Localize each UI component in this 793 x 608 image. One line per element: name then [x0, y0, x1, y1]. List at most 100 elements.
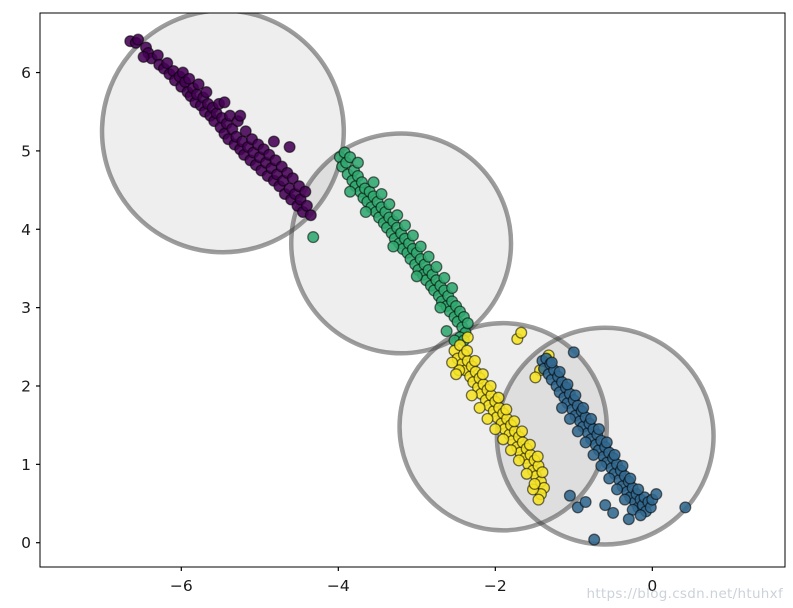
- data-point: [585, 412, 598, 425]
- data-point: [545, 356, 558, 369]
- data-point: [430, 260, 443, 273]
- data-point: [359, 205, 372, 219]
- data-point: [610, 483, 624, 496]
- data-point: [592, 423, 605, 436]
- data-point: [622, 513, 635, 526]
- data-point: [351, 156, 364, 169]
- data-point: [569, 389, 582, 402]
- data-point: [608, 448, 621, 461]
- x-tick-label: −2: [484, 577, 507, 595]
- data-point: [440, 325, 453, 338]
- data-point: [618, 493, 631, 506]
- y-tick-label: 0: [21, 534, 31, 552]
- data-point: [161, 57, 174, 70]
- data-point: [299, 185, 312, 198]
- data-point: [283, 140, 296, 154]
- data-point: [599, 499, 612, 512]
- data-point: [600, 436, 613, 449]
- data-point: [523, 438, 536, 451]
- data-point: [200, 86, 213, 99]
- data-point: [531, 450, 544, 463]
- y-tick-label: 1: [21, 456, 31, 474]
- data-point: [624, 472, 637, 485]
- cluster-purple-points: [124, 33, 317, 222]
- x-tick-label: 0: [647, 577, 657, 595]
- data-point: [515, 326, 528, 339]
- data-point: [504, 444, 518, 457]
- data-point: [563, 412, 576, 425]
- data-point: [587, 448, 600, 461]
- data-point: [508, 415, 521, 428]
- data-point: [476, 368, 489, 381]
- data-point: [567, 346, 580, 359]
- data-point: [577, 401, 590, 414]
- data-point: [387, 240, 400, 253]
- data-point: [267, 135, 280, 148]
- data-point: [239, 125, 252, 138]
- data-point: [484, 379, 497, 393]
- data-point: [563, 489, 576, 502]
- data-point: [137, 50, 150, 63]
- data-point: [286, 172, 299, 185]
- data-point: [607, 506, 620, 519]
- data-point: [307, 231, 320, 244]
- data-point: [422, 250, 435, 263]
- y-tick-label: 6: [21, 64, 31, 82]
- data-point: [461, 331, 474, 344]
- data-point: [515, 425, 529, 438]
- data-point: [632, 483, 645, 496]
- data-point: [446, 281, 459, 295]
- data-point: [520, 467, 533, 480]
- data-point: [512, 454, 525, 467]
- data-point: [218, 96, 231, 109]
- data-point: [406, 229, 419, 242]
- data-point: [497, 433, 510, 446]
- data-point: [679, 501, 692, 514]
- data-point: [500, 403, 513, 416]
- data-point: [536, 466, 549, 479]
- y-tick-label: 2: [21, 377, 31, 395]
- data-point: [461, 344, 474, 357]
- data-point: [344, 185, 357, 198]
- data-point: [579, 436, 592, 449]
- axes-border: [39, 12, 786, 568]
- data-point: [414, 240, 427, 253]
- data-point: [375, 187, 388, 201]
- x-tick-label: −6: [170, 577, 193, 595]
- data-point: [588, 533, 601, 546]
- data-point: [192, 78, 205, 91]
- data-point: [446, 356, 459, 369]
- data-point: [489, 423, 502, 436]
- data-point: [132, 33, 145, 46]
- data-point: [410, 270, 423, 283]
- data-point: [383, 198, 396, 211]
- data-point: [450, 368, 463, 381]
- data-point: [528, 477, 541, 490]
- data-point: [553, 365, 566, 378]
- data-point: [529, 371, 542, 384]
- y-tick-label: 4: [21, 221, 31, 239]
- data-point: [492, 391, 505, 404]
- data-point: [555, 401, 569, 414]
- y-tick-label: 3: [21, 299, 31, 317]
- data-point: [481, 412, 494, 425]
- cluster-blue-points: [536, 346, 692, 546]
- data-point: [468, 354, 481, 367]
- data-point: [461, 317, 474, 330]
- data-point: [434, 301, 447, 314]
- data-point: [367, 176, 380, 189]
- data-point: [650, 488, 663, 501]
- data-point: [398, 219, 412, 232]
- data-point: [579, 495, 592, 509]
- data-point: [465, 389, 478, 402]
- data-point: [561, 378, 574, 391]
- data-point: [234, 109, 247, 122]
- data-point: [595, 459, 608, 472]
- data-point: [634, 509, 647, 522]
- y-tick-label: 5: [21, 142, 31, 160]
- data-point: [616, 459, 629, 472]
- data-point: [304, 209, 317, 222]
- x-tick-label: −4: [327, 577, 350, 595]
